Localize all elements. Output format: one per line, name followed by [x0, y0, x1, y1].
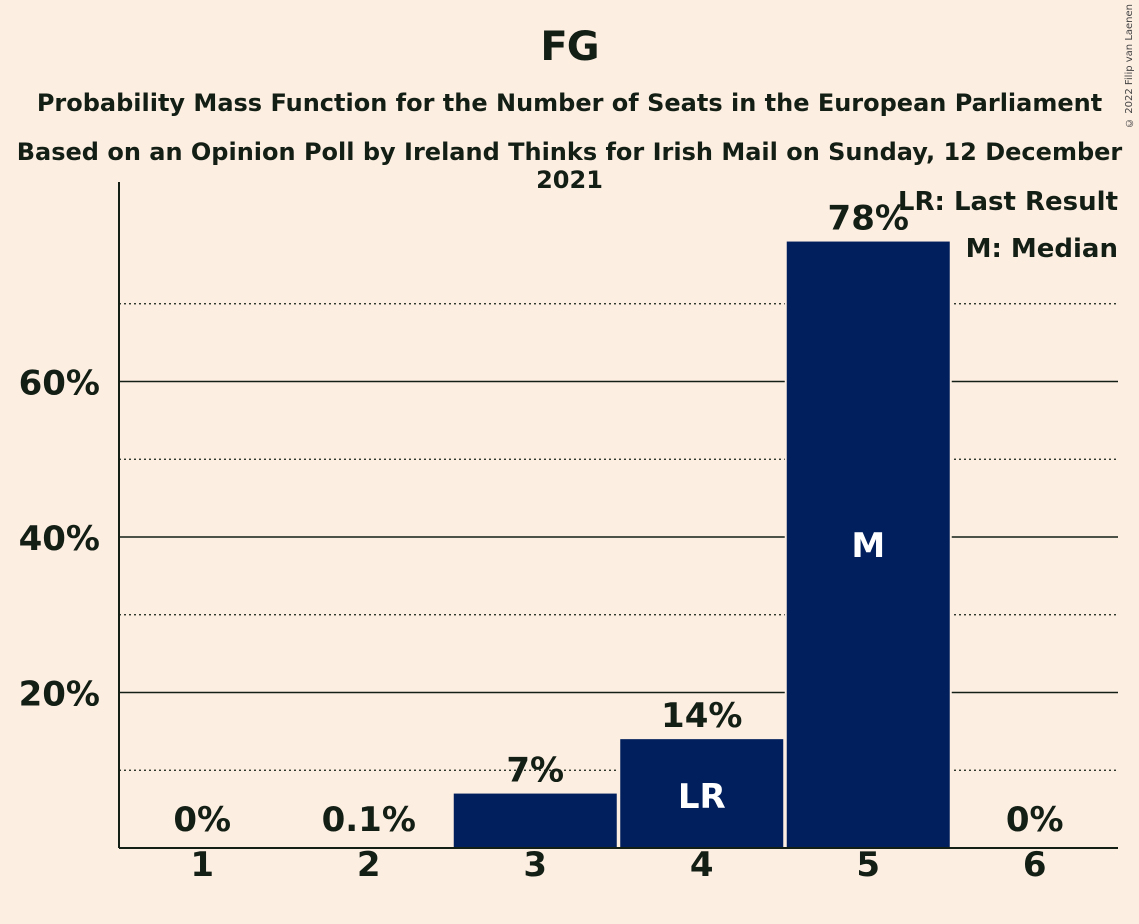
bar-value-label: 7% [506, 751, 564, 791]
x-tick-label: 3 [523, 845, 547, 885]
bar [453, 793, 617, 848]
x-tick-label: 4 [690, 845, 714, 885]
median-marker: M [851, 526, 885, 566]
x-tick-label: 5 [856, 845, 880, 885]
chart-subtitle-source: Based on an Opinion Poll by Ireland Thin… [16, 138, 1123, 194]
y-tick-label: 40% [19, 519, 100, 559]
chart-subtitle: Probability Mass Function for the Number… [36, 89, 1103, 117]
bar-value-label: 14% [661, 696, 742, 736]
legend-last-result: LR: Last Result [898, 187, 1118, 217]
last-result-marker: LR [678, 777, 726, 817]
x-tick-label: 2 [357, 845, 381, 885]
bar-value-label: 0% [1006, 800, 1064, 840]
x-tick-label: 6 [1023, 845, 1047, 885]
bar-value-label: 0% [173, 800, 231, 840]
bar-value-label: 0.1% [322, 800, 416, 840]
chart-title: FG [540, 24, 599, 70]
y-tick-label: 60% [19, 364, 100, 404]
x-tick-label: 1 [190, 845, 214, 885]
bar [620, 739, 784, 848]
legend-median: M: Median [966, 234, 1118, 264]
bar-value-label: 78% [828, 199, 909, 239]
y-tick-label: 20% [19, 675, 100, 715]
bar [786, 241, 950, 849]
